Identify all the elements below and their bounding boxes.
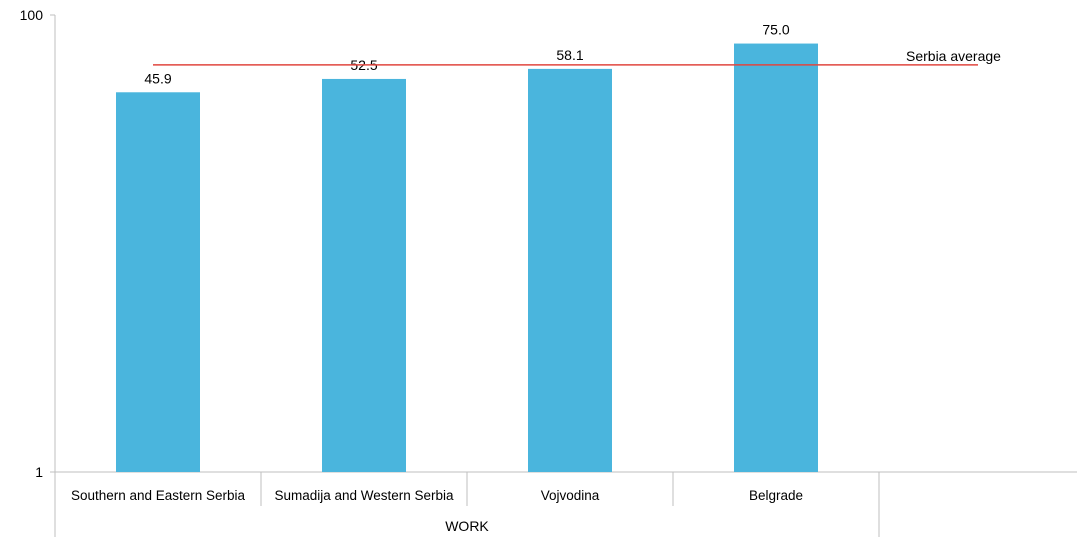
- serbia-average-label: Serbia average: [906, 48, 1001, 64]
- bar: [322, 78, 406, 472]
- reference-line-group: Serbia average: [153, 48, 1001, 66]
- data-label: 75.0: [762, 22, 789, 38]
- x-group-label: WORK: [445, 518, 489, 534]
- data-label: 45.9: [144, 70, 171, 86]
- bars: 45.952.558.175.0: [116, 22, 818, 473]
- y-tick-label: 100: [20, 7, 44, 23]
- data-label: 58.1: [556, 47, 583, 63]
- y-tick-label: 1: [35, 464, 43, 480]
- bar: [734, 43, 818, 473]
- x-tick-label: Vojvodina: [541, 488, 600, 503]
- bar: [528, 68, 612, 473]
- bar: [116, 92, 200, 472]
- x-axis-labels: Southern and Eastern Serbia Sumadija and …: [71, 488, 803, 534]
- x-tick-label: Belgrade: [749, 488, 803, 503]
- x-tick-label: Sumadija and Western Serbia: [274, 488, 454, 503]
- x-tick-label: Southern and Eastern Serbia: [71, 488, 246, 503]
